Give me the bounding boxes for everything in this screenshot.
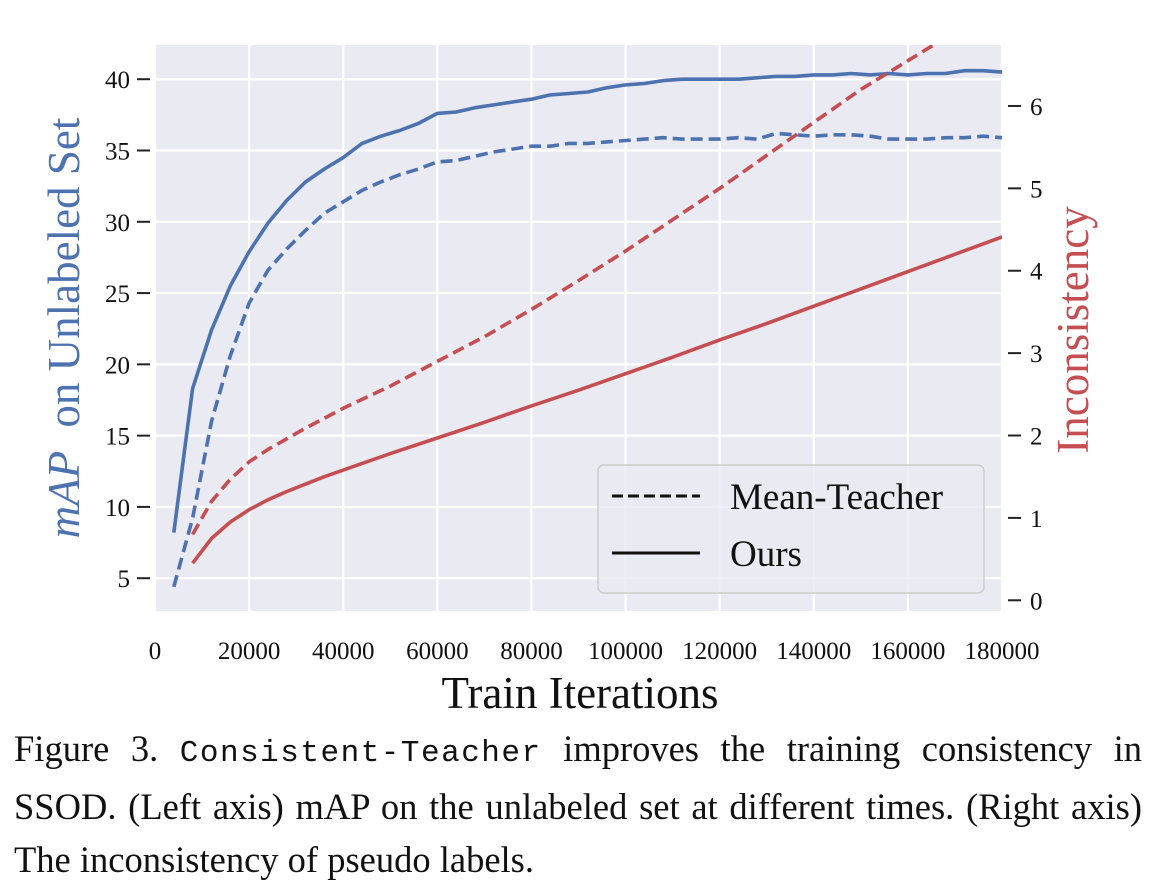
x-tick-label: 120000 [682, 638, 757, 665]
series-line-ours_inconsistency [191, 235, 1002, 565]
right-y-tick-labels: 0 1 2 3 4 5 6 [1008, 94, 1043, 615]
left-y-tick-label: 35 [105, 139, 130, 166]
right-y-tick-label: 6 [1030, 94, 1043, 121]
left-y-axis-label-rest: on Unlabeled Set [39, 117, 89, 427]
series-line-mean_teacher_map [172, 131, 1002, 588]
x-tick-label: 60000 [406, 638, 469, 665]
left-y-tick-label: 20 [105, 352, 130, 379]
right-y-axis-label: Inconsistency [1048, 206, 1098, 454]
dual-axis-line-chart: 0 20000 40000 60000 80000 100000 120000 140000 1… [39, 45, 1098, 718]
left-y-tick-label: 15 [105, 424, 130, 451]
left-y-tick-label: 5 [118, 566, 131, 593]
x-tick-label: 160000 [870, 638, 945, 665]
left-y-axis-label: mAP on Unlabeled Set [39, 117, 89, 538]
left-y-tick-label: 10 [105, 495, 130, 522]
legend-label-ours: Ours [730, 534, 802, 575]
x-tick-label: 40000 [312, 638, 375, 665]
x-tick-label: 140000 [776, 638, 851, 665]
right-y-tick-label: 5 [1030, 176, 1043, 203]
series-lines [172, 45, 1002, 588]
figure-caption: Figure 3. Consistent-Teacher improves th… [14, 722, 1142, 886]
left-y-tick-label: 25 [105, 281, 130, 308]
left-y-tick-labels: 5 10 15 20 25 30 35 40 [105, 67, 150, 593]
x-tick-label: 80000 [500, 638, 563, 665]
caption-method-name: Consistent-Teacher [179, 736, 542, 771]
x-tick-label: 100000 [588, 638, 663, 665]
x-tick-labels: 0 20000 40000 60000 80000 100000 120000 140000 1… [149, 638, 1040, 665]
right-y-tick-label: 1 [1030, 506, 1043, 533]
right-y-tick-label: 2 [1030, 424, 1043, 451]
caption-text: improves the training consistency in SSO… [14, 728, 1142, 880]
left-y-tick-label: 40 [105, 67, 130, 94]
legend: Mean-Teacher Ours [597, 464, 985, 594]
x-tick-label: 0 [149, 638, 162, 665]
x-tick-label: 20000 [218, 638, 281, 665]
right-y-tick-label: 4 [1030, 259, 1043, 286]
left-y-axis-label-italic: mAP [39, 451, 89, 538]
left-y-tick-label: 30 [105, 210, 130, 237]
x-axis-label: Train Iterations [441, 668, 718, 718]
caption-prefix: Figure 3. [14, 728, 159, 769]
right-y-tick-label: 0 [1030, 588, 1043, 615]
right-y-tick-label: 3 [1030, 341, 1043, 368]
legend-label-mean-teacher: Mean-Teacher [730, 477, 943, 518]
series-line-ours_map [172, 68, 1002, 533]
x-tick-label: 180000 [965, 638, 1040, 665]
